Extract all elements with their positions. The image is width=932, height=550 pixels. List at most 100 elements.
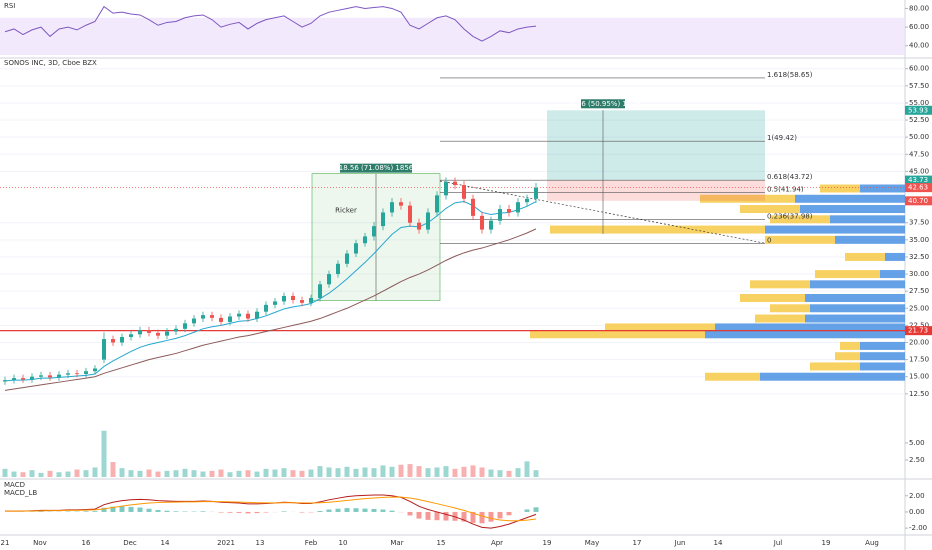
macd-histogram <box>317 510 323 512</box>
candle-body <box>192 318 196 324</box>
candle-body <box>471 198 475 216</box>
profile-up <box>860 341 905 350</box>
price-tag-label: 42.63 <box>908 184 928 192</box>
y-tick-label: 30.00 <box>909 270 929 278</box>
macd-histogram <box>200 511 206 512</box>
volume-bar <box>92 467 98 477</box>
candle-body <box>210 315 214 318</box>
profile-down <box>740 294 805 303</box>
volume-bar <box>434 467 440 477</box>
volume-bar <box>326 467 332 477</box>
macd-histogram <box>380 509 386 512</box>
x-tick-label: 21 <box>1 539 10 547</box>
candle-body <box>516 202 520 213</box>
volume-bar <box>461 466 467 477</box>
macd-histogram <box>101 507 107 512</box>
volume-bar <box>254 471 260 477</box>
profile-down <box>550 225 765 234</box>
x-tick-label: 14 <box>161 539 170 547</box>
fib-label: 0.618(43.72) <box>767 173 813 181</box>
x-tick-label: Jun <box>674 539 686 547</box>
candle-body <box>228 316 232 322</box>
candle-body <box>111 339 115 343</box>
rsi-line <box>4 5 537 42</box>
profile-down <box>845 252 885 261</box>
macd-histogram <box>353 508 359 512</box>
candle-body <box>39 375 43 377</box>
volume-bar <box>407 464 413 477</box>
range-label-bg <box>340 163 412 173</box>
y-tick-label: 15.00 <box>909 373 929 381</box>
profile-down <box>740 205 800 214</box>
volume-bar <box>146 469 152 477</box>
y-tick-label: 47.50 <box>909 150 929 158</box>
x-tick-label: 13 <box>256 539 265 547</box>
x-tick-label: 17 <box>633 539 642 547</box>
price-tag-label: 43.73 <box>908 176 928 184</box>
volume-bar <box>101 430 107 477</box>
profile-down <box>530 330 705 339</box>
macd-histogram <box>416 511 422 519</box>
x-tick-label: 19 <box>543 539 552 547</box>
candle-body <box>255 311 259 319</box>
macd-histogram <box>218 511 224 513</box>
volume-bar <box>488 469 494 477</box>
candle-body <box>453 181 457 186</box>
volume-bar <box>191 470 197 477</box>
profile-up <box>765 225 905 234</box>
macd-histogram <box>371 508 377 512</box>
price-tag-label: 53.93 <box>908 106 928 114</box>
candle-body <box>327 274 331 285</box>
rsi-title: RSI <box>4 2 15 10</box>
x-tick-label: 16 <box>82 539 91 547</box>
volume-bar <box>299 470 305 477</box>
y-tick-label: 5.00 <box>909 439 925 447</box>
profile-down <box>750 280 810 289</box>
candle-body <box>444 181 448 196</box>
volume-bar <box>317 466 323 477</box>
position-loss <box>547 180 765 201</box>
volume-bar <box>245 470 251 477</box>
y-tick-label: 25.00 <box>909 304 929 312</box>
volume-bar <box>173 470 179 477</box>
candle-body <box>525 198 529 203</box>
macd-histogram <box>92 511 98 512</box>
macd-histogram <box>533 507 539 512</box>
x-tick-label: 10 <box>339 539 348 547</box>
volume-bar <box>290 470 296 477</box>
volume-bar <box>164 470 170 477</box>
volume-bar <box>20 472 26 477</box>
macd-subtitle: MACD_LB <box>4 489 37 497</box>
volume-bar <box>344 466 350 477</box>
candle-body <box>246 313 250 319</box>
x-tick-label: Apr <box>491 539 503 547</box>
profile-up <box>880 270 905 279</box>
volume-bar <box>182 468 188 477</box>
profile-up <box>715 323 905 332</box>
candle-body <box>399 202 403 206</box>
y-tick-label: -2.00 <box>909 524 927 532</box>
volume-bar <box>218 469 224 477</box>
y-tick-label: 60.00 <box>909 65 929 73</box>
candle-body <box>165 331 169 336</box>
candle-body <box>66 373 70 375</box>
volume-bar <box>155 471 161 477</box>
volume-bar <box>380 465 386 477</box>
volume-bar <box>236 470 242 477</box>
profile-up <box>760 372 905 381</box>
volume-bar <box>524 461 530 477</box>
volume-bar <box>353 468 359 477</box>
candle-body <box>345 253 349 264</box>
candle-body <box>219 317 223 322</box>
price-tag <box>905 326 932 336</box>
y-tick-label: 0.00 <box>909 508 925 516</box>
fib-label: 1.618(58.65) <box>767 71 813 79</box>
volume-bar <box>281 468 287 477</box>
profile-down <box>835 352 860 361</box>
profile-down <box>755 314 805 323</box>
candle-body <box>489 220 493 230</box>
macd-histogram <box>497 511 503 519</box>
volume-bar <box>209 470 215 477</box>
volume-bar <box>452 468 458 477</box>
